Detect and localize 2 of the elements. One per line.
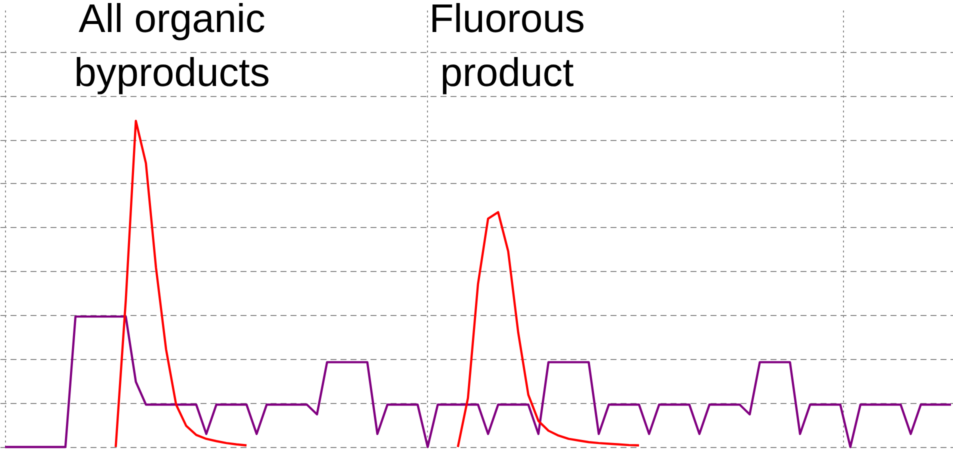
text: All organic byproducts xyxy=(74,0,270,95)
text: Fluorous product xyxy=(429,0,585,95)
